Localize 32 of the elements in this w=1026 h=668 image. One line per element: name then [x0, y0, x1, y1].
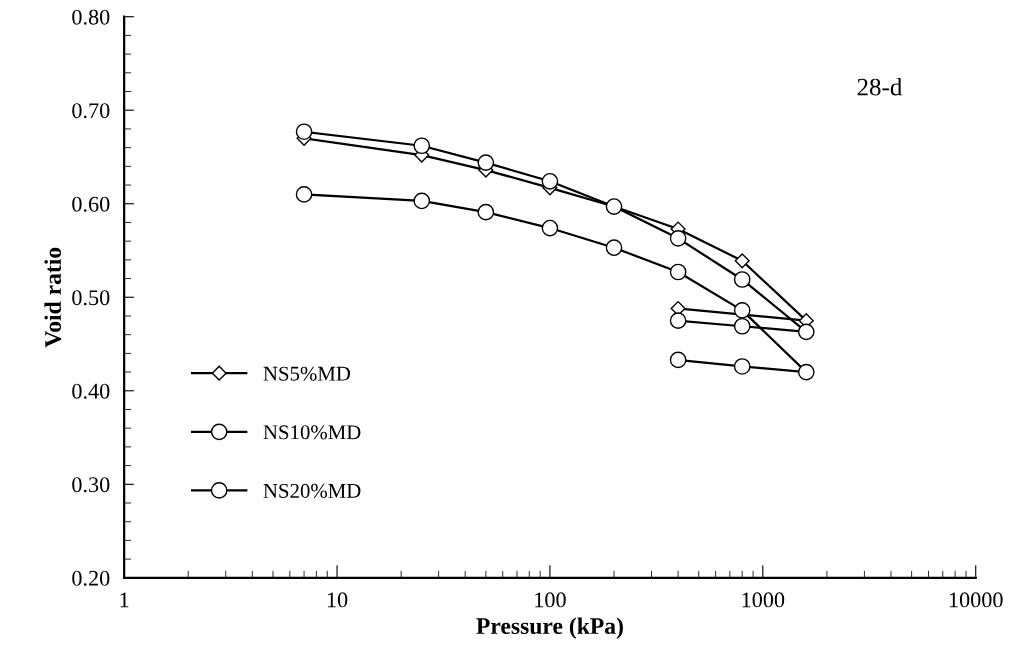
x-tick-label: 10000: [949, 592, 1003, 608]
point: [413, 137, 431, 155]
point: [477, 203, 495, 221]
point: [797, 323, 815, 341]
y-axis-title: Void ratio: [44, 247, 62, 348]
x-tick-label: 10: [327, 592, 348, 608]
x-tick-label: 1: [120, 592, 129, 608]
x-axis-title: Pressure (kPa): [476, 617, 623, 639]
point: [669, 263, 687, 281]
point: [734, 253, 750, 269]
point: [733, 271, 751, 288]
y-tick-label: 0.20: [72, 570, 110, 586]
point: [733, 302, 751, 319]
legend-label: NS10%MD: [263, 425, 361, 440]
y-tick-label: 0.60: [72, 196, 110, 212]
y-tick-label: 0.80: [72, 9, 110, 25]
point: [541, 219, 559, 237]
y-tick-label: 0.70: [72, 103, 110, 119]
x-tick-label: 100: [535, 592, 566, 608]
point: [413, 192, 431, 210]
point: [669, 230, 687, 247]
point: [605, 239, 623, 257]
point: [477, 154, 495, 171]
y-tick-label: 0.50: [72, 290, 110, 306]
annotation: 28-d: [857, 77, 903, 96]
point: [541, 172, 559, 190]
x-tick-label: 1000: [742, 592, 785, 608]
legend-label: NS20%MD: [263, 483, 361, 498]
legend-label: NS5%MD: [263, 366, 351, 381]
y-tick-label: 0.30: [72, 477, 110, 493]
y-tick-label: 0.40: [72, 383, 110, 399]
point: [797, 363, 815, 381]
